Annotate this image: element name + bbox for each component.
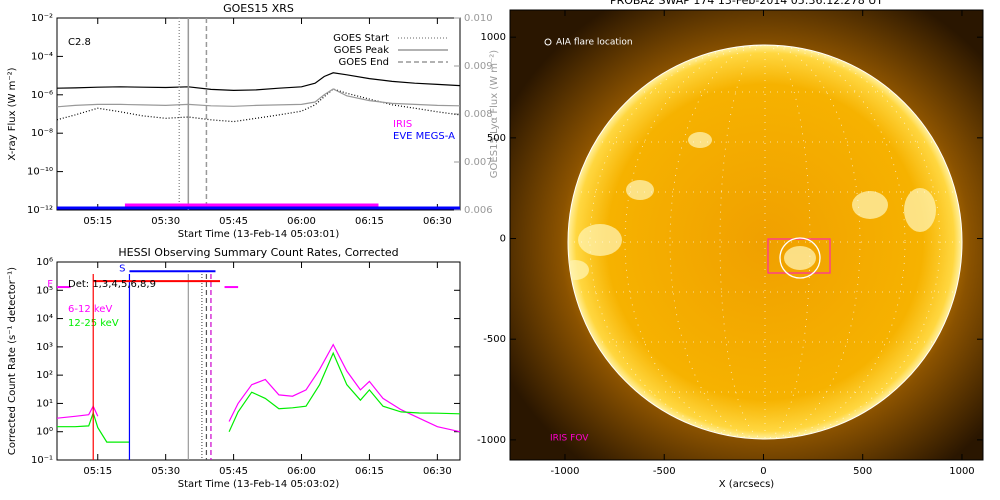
graticule xyxy=(568,45,962,439)
active-regions xyxy=(568,132,936,280)
x-axis-label: Start Time (13-Feb-14 05:03:02) xyxy=(178,479,340,490)
y-tick-label: 10⁴ xyxy=(36,314,53,325)
x-tick-label: 06:30 xyxy=(423,216,452,227)
y-tick-label: 10⁻¹⁰ xyxy=(27,167,53,178)
chart-title: PROBA2 SWAP 174 13-Feb-2014 05:36:12.278… xyxy=(610,0,883,7)
aia-legend-symbol xyxy=(544,38,552,46)
y-tick-label: 500 xyxy=(487,133,506,144)
y-tick-label: 0 xyxy=(500,234,506,245)
image-annotation: AIA flare location xyxy=(556,38,633,48)
x-tick-label: 05:30 xyxy=(151,216,180,227)
x-axis-label: X (arcsecs) xyxy=(719,479,775,490)
image-annotation: IRIS FOV xyxy=(550,434,589,444)
y-tick-label: 10⁵ xyxy=(36,285,53,296)
y2-tick-label: 0.008 xyxy=(464,109,493,120)
chart-title: GOES15 XRS xyxy=(223,2,294,15)
x-tick-label: 05:45 xyxy=(219,466,248,477)
x-axis-label: Start Time (13-Feb-14 05:03:01) xyxy=(178,229,340,240)
y-axis-label: Corrected Count Rate (s⁻¹ detector⁻¹) xyxy=(7,267,18,455)
y-tick-label: 10⁻⁸ xyxy=(31,128,53,139)
y-tick-label: 10¹ xyxy=(36,398,53,409)
x-tick-label: 05:15 xyxy=(83,466,112,477)
x-tick-label: 05:45 xyxy=(219,216,248,227)
annotation: C2.8 xyxy=(68,37,91,48)
coverage-label: EVE MEGS-A xyxy=(393,131,455,142)
legend-label: 6-12 keV xyxy=(68,304,112,315)
y-tick-label: 10⁶ xyxy=(36,257,53,268)
x-tick-label: 05:30 xyxy=(151,466,180,477)
x-tick-label: 1000 xyxy=(949,466,974,477)
series-line xyxy=(57,88,460,123)
x-tick-label: 500 xyxy=(853,466,872,477)
y-tick-label: 1000 xyxy=(481,32,506,43)
y2-tick-label: 0.007 xyxy=(464,157,493,168)
y-tick-label: 10⁻¹ xyxy=(31,455,53,466)
y-tick-label: -1000 xyxy=(477,435,506,446)
time-bar-label: S xyxy=(119,263,125,274)
y2-axis-label: GOES15 Lyα Flux (W m⁻²) xyxy=(489,50,500,178)
y-axis-label: X-ray Flux (W m⁻²) xyxy=(7,67,18,160)
x-tick-label: -1000 xyxy=(550,466,579,477)
y-tick-label: -500 xyxy=(483,334,506,345)
y2-tick-label: 0.006 xyxy=(464,205,493,216)
plot-frame xyxy=(56,17,461,211)
y-tick-label: 10³ xyxy=(36,342,53,353)
y-tick-label: 10⁻² xyxy=(31,13,53,24)
x-tick-label: 06:15 xyxy=(355,216,384,227)
y-tick-label: 10⁻⁶ xyxy=(31,90,53,101)
x-tick-label: 06:00 xyxy=(287,466,316,477)
y2-tick-label: 0.009 xyxy=(464,61,493,72)
legend-label: GOES End xyxy=(339,57,389,68)
y-tick-label: 10² xyxy=(36,370,53,381)
solar-image xyxy=(510,10,983,460)
x-tick-label: 06:30 xyxy=(423,466,452,477)
y-tick-label: 10⁻¹² xyxy=(27,205,53,216)
annotation: Det: 1,3,4,5,6,8,9 xyxy=(68,279,156,290)
time-bar-label: F xyxy=(47,279,53,290)
series-line xyxy=(57,88,460,108)
x-tick-label: -500 xyxy=(653,466,676,477)
iris-fov-box xyxy=(767,238,831,274)
x-tick-label: 05:15 xyxy=(83,216,112,227)
x-tick-label: 06:00 xyxy=(287,216,316,227)
coverage-label: IRIS xyxy=(393,119,412,130)
y2-tick-label: 0.010 xyxy=(464,13,493,24)
series-line xyxy=(57,72,460,92)
chart-title: HESSI Observing Summary Count Rates, Cor… xyxy=(118,246,398,259)
legend-label: GOES Peak xyxy=(334,45,389,56)
y-tick-label: 10⁻⁴ xyxy=(31,51,53,62)
x-tick-label: 0 xyxy=(760,466,766,477)
legend-label: GOES Start xyxy=(333,33,389,44)
series-line xyxy=(57,351,460,443)
plot-frame xyxy=(56,261,461,461)
x-tick-label: 06:15 xyxy=(355,466,384,477)
aia-flare-circle xyxy=(779,237,821,279)
y-tick-label: 10⁰ xyxy=(36,427,53,438)
series-line xyxy=(57,343,460,433)
plot-frame xyxy=(509,9,984,461)
